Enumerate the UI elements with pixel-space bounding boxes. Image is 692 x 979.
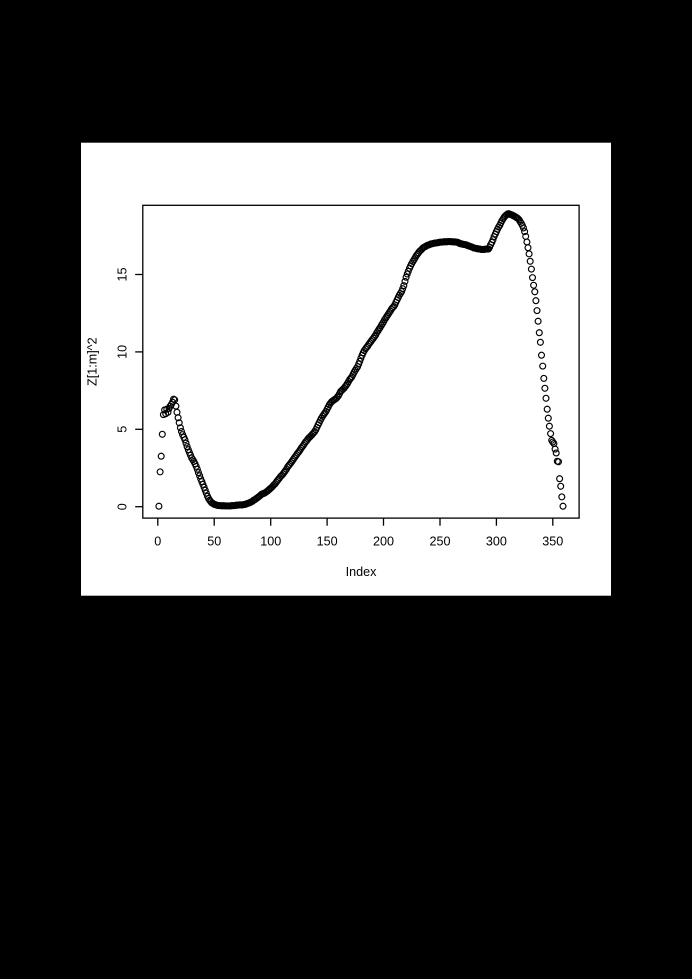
- svg-text:300: 300: [486, 535, 507, 549]
- svg-text:0: 0: [154, 535, 161, 549]
- svg-text:100: 100: [260, 535, 281, 549]
- svg-text:150: 150: [317, 535, 338, 549]
- svg-text:0: 0: [115, 503, 129, 510]
- svg-text:Z[1:m]^2: Z[1:m]^2: [86, 337, 100, 386]
- svg-text:50: 50: [207, 535, 221, 549]
- svg-text:200: 200: [373, 535, 394, 549]
- svg-text:10: 10: [115, 345, 129, 359]
- svg-text:Index: Index: [346, 565, 378, 579]
- svg-text:350: 350: [542, 535, 563, 549]
- svg-text:15: 15: [115, 267, 129, 281]
- svg-text:5: 5: [115, 426, 129, 433]
- svg-text:250: 250: [429, 535, 450, 549]
